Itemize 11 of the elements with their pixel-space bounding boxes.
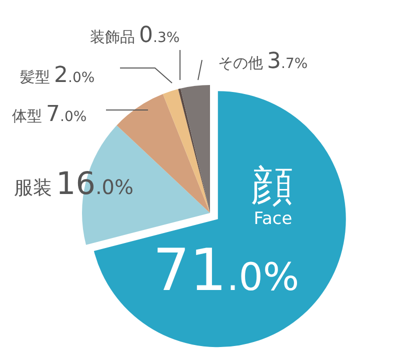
slice-label: 服装	[14, 177, 52, 199]
data-label: 2.0%	[54, 63, 95, 88]
slice-label: 体型	[12, 107, 42, 125]
data-label: 71.0%	[152, 236, 300, 304]
slice-label: 顔 Face	[251, 161, 293, 229]
data-label: 3.7%	[267, 49, 308, 74]
data-label: 0.3%	[139, 23, 180, 48]
data-label: 7.0%	[46, 102, 87, 127]
slice-label: 髪型	[20, 68, 50, 86]
slice-label: その他	[218, 54, 263, 72]
slice-label: 装飾品	[90, 28, 135, 46]
